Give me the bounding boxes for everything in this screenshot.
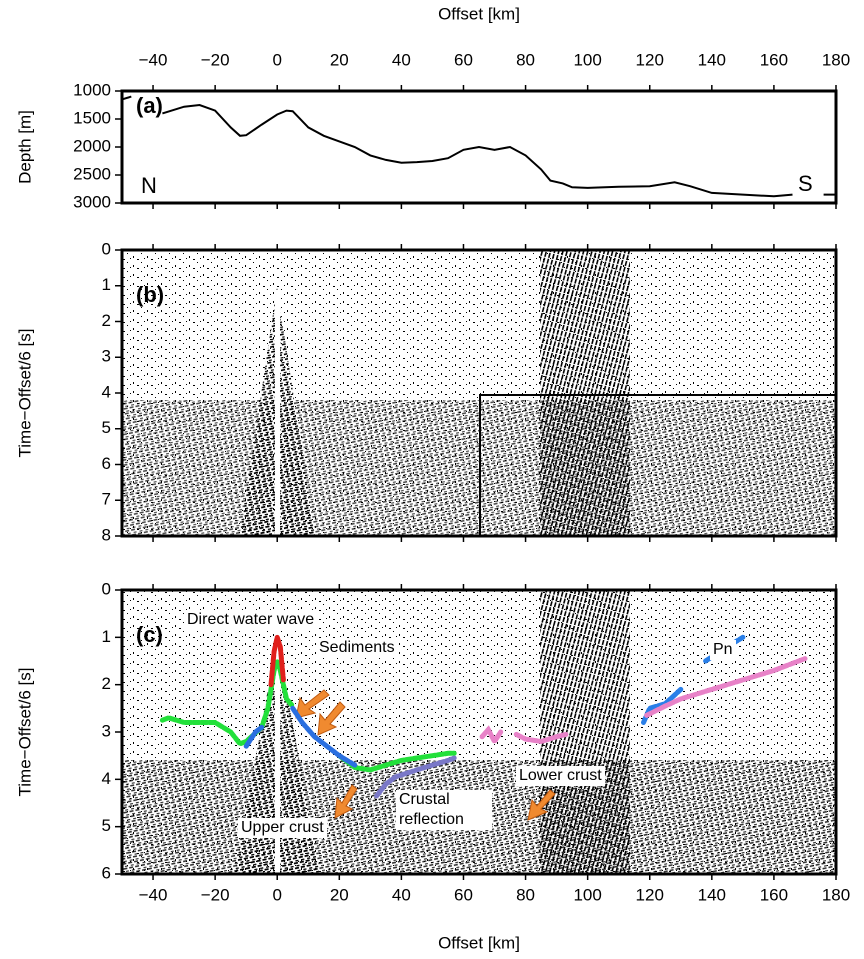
y-tick-label: 1500	[73, 108, 111, 127]
x-tick-label: 80	[516, 50, 535, 69]
x-tick-label: 140	[698, 50, 726, 69]
y-tick-label: 0	[102, 239, 111, 258]
x-tick-label: 180	[822, 885, 850, 904]
x-tick-label: 60	[454, 885, 473, 904]
y-tick-label: 3	[102, 347, 111, 366]
plot-frame	[120, 89, 838, 205]
x-tick-label: 40	[392, 885, 411, 904]
series-label: Direct water wave	[184, 610, 318, 630]
y-tick-label: 1000	[73, 80, 111, 99]
y-tick-label: 1	[102, 627, 111, 646]
seismic-texture	[122, 250, 837, 537]
y-tick-label: 2	[102, 674, 111, 693]
x-tick-label: −20	[201, 885, 230, 904]
x-tick-label: −40	[139, 885, 168, 904]
x-tick-label: 120	[636, 885, 664, 904]
x-axis-label: Offset [km]	[438, 4, 520, 23]
x-tick-label: 20	[330, 885, 349, 904]
x-tick-label: 20	[330, 50, 349, 69]
y-axis-label: Depth [m]	[15, 110, 34, 184]
pick-line	[243, 705, 358, 768]
x-tick-label: 100	[573, 50, 601, 69]
y-tick-label: 3	[102, 721, 111, 740]
x-tick-label: 100	[573, 885, 601, 904]
pick-line	[159, 652, 457, 773]
x-tick-label: 160	[760, 50, 788, 69]
panel-label: (b)	[136, 282, 164, 307]
x-tick-label: 0	[272, 50, 281, 69]
y-tick-label: 2000	[73, 136, 111, 155]
panel-label: (c)	[136, 622, 163, 647]
panel-label: (a)	[136, 93, 163, 118]
series-label: Sediments	[316, 638, 398, 658]
y-tick-label: 0	[102, 579, 111, 598]
pick-line	[479, 725, 569, 747]
pick-line	[374, 755, 457, 799]
x-tick-label: 40	[392, 50, 411, 69]
y-tick-label: 8	[102, 525, 111, 544]
y-tick-label: 5	[102, 816, 111, 835]
x-tick-label: 0	[272, 885, 281, 904]
x-tick-label: 80	[516, 885, 535, 904]
y-tick-label: 6	[102, 454, 111, 473]
depth-line	[121, 95, 836, 198]
x-tick-label: −40	[139, 50, 168, 69]
y-axis-label: Time−Offset/6 [s]	[15, 329, 34, 458]
y-tick-label: 7	[102, 490, 111, 509]
plot-frame	[120, 248, 838, 538]
plot-frame	[120, 588, 838, 876]
x-tick-label: −20	[201, 50, 230, 69]
y-tick-label: 2500	[73, 164, 111, 183]
x-axis-label: Offset [km]	[438, 933, 520, 952]
series-label: Pn	[710, 640, 736, 660]
arrows	[295, 689, 556, 821]
series-label: Crustal reflection	[396, 790, 492, 830]
annotation: S	[798, 171, 813, 196]
series-label: Lower crust	[516, 766, 605, 786]
pick-line	[268, 627, 286, 688]
y-tick-label: 4	[102, 382, 111, 401]
y-tick-label: 5	[102, 418, 111, 437]
x-tick-label: 60	[454, 50, 473, 69]
y-tick-label: 4	[102, 769, 111, 788]
pick-line	[644, 656, 808, 718]
y-tick-label: 1	[102, 275, 111, 294]
x-tick-label: 160	[760, 885, 788, 904]
y-tick-label: 6	[102, 863, 111, 882]
series-label: Upper crust	[238, 818, 327, 838]
x-tick-label: 120	[636, 50, 664, 69]
y-axis-label: Time−Offset/6 [s]	[15, 668, 34, 797]
x-tick-label: 140	[698, 885, 726, 904]
x-tick-label: 180	[822, 50, 850, 69]
y-tick-label: 2	[102, 311, 111, 330]
annotation: N	[141, 173, 157, 198]
y-tick-label: 3000	[73, 192, 111, 211]
